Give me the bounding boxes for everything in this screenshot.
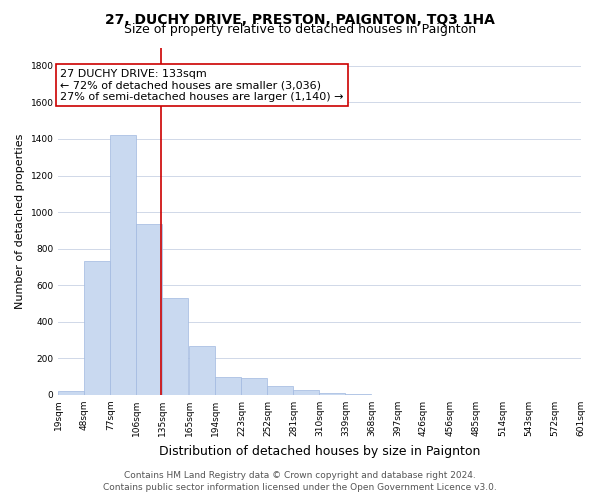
Y-axis label: Number of detached properties: Number of detached properties — [15, 134, 25, 309]
Text: 27 DUCHY DRIVE: 133sqm
← 72% of detached houses are smaller (3,036)
27% of semi-: 27 DUCHY DRIVE: 133sqm ← 72% of detached… — [60, 69, 344, 102]
Bar — [268, 386, 293, 395]
Text: 27, DUCHY DRIVE, PRESTON, PAIGNTON, TQ3 1HA: 27, DUCHY DRIVE, PRESTON, PAIGNTON, TQ3 … — [105, 12, 495, 26]
Bar — [163, 298, 188, 395]
Text: Size of property relative to detached houses in Paignton: Size of property relative to detached ho… — [124, 24, 476, 36]
Bar — [110, 136, 136, 395]
Bar — [190, 346, 215, 395]
Bar — [215, 376, 241, 395]
Bar — [241, 378, 268, 395]
Bar — [58, 392, 85, 395]
Bar — [85, 260, 110, 395]
Bar — [346, 394, 371, 395]
X-axis label: Distribution of detached houses by size in Paignton: Distribution of detached houses by size … — [159, 444, 480, 458]
Bar — [293, 390, 319, 395]
Text: Contains HM Land Registry data © Crown copyright and database right 2024.
Contai: Contains HM Land Registry data © Crown c… — [103, 471, 497, 492]
Bar — [319, 393, 346, 395]
Bar — [136, 224, 163, 395]
